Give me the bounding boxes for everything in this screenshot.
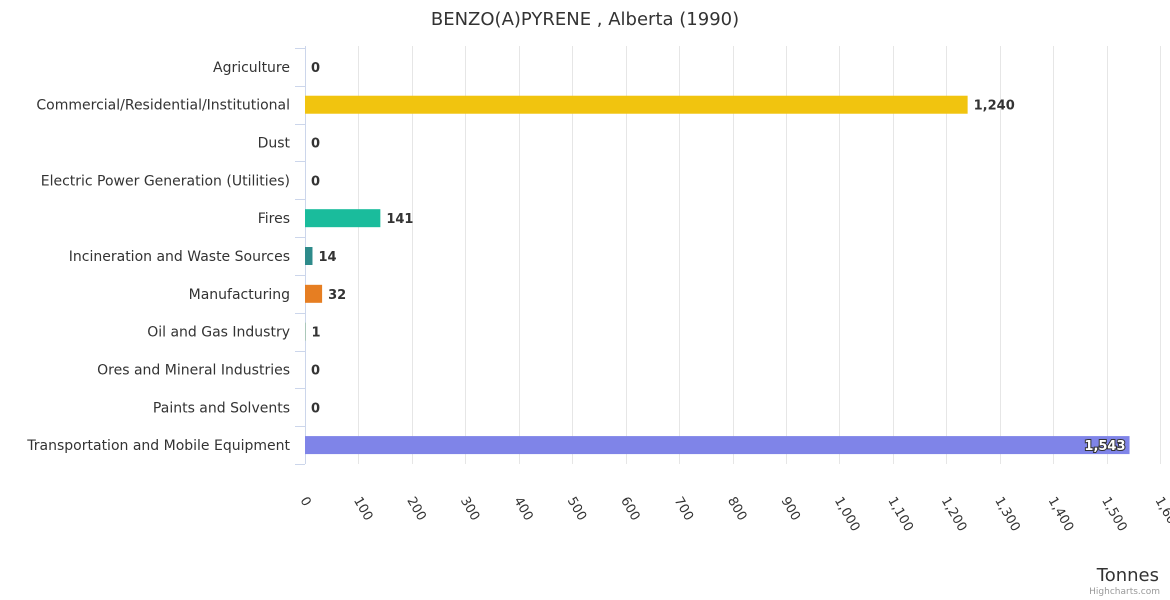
chart-title: BENZO(A)PYRENE , Alberta (1990) [431,9,739,30]
data-label: 1 [312,326,321,341]
category-label: Commercial/Residential/Institutional [36,98,290,114]
category-label: Electric Power Generation (Utilities) [41,173,290,189]
data-label: 1,543 [1084,439,1125,454]
category-labels: Agriculture Commercial/Residential/Instit… [26,60,290,454]
bar[interactable] [305,436,1130,455]
data-labels: 0 1,240 0 0 141 14 32 1 0 0 1,543 [311,61,1127,455]
credits-link[interactable]: Highcharts.com [1089,587,1160,597]
data-label: 0 [311,137,320,152]
data-label: 14 [318,250,336,265]
data-label: 141 [386,212,413,227]
data-label: 0 [311,401,320,416]
category-label: Agriculture [213,60,290,76]
category-label: Dust [258,136,291,152]
category-label: Oil and Gas Industry [147,325,290,341]
data-label: 32 [328,288,346,303]
bars [305,95,1130,455]
category-label: Paints and Solvents [153,400,290,416]
x-axis-title: Tonnes [1096,565,1159,586]
grid-lines [295,46,1161,465]
bar[interactable] [305,95,968,114]
data-label: 0 [311,363,320,378]
category-label: Manufacturing [189,287,290,303]
data-label: 0 [311,61,320,76]
bar[interactable] [305,322,306,341]
category-label: Ores and Mineral Industries [97,362,290,378]
data-label: 1,240 [974,99,1015,114]
category-label: Transportation and Mobile Equipment [26,438,290,454]
category-label: Fires [258,211,290,227]
category-label: Incineration and Waste Sources [69,249,290,265]
bar[interactable] [305,284,323,303]
data-label: 0 [311,174,320,189]
bar[interactable] [305,209,381,228]
bar[interactable] [305,247,313,265]
